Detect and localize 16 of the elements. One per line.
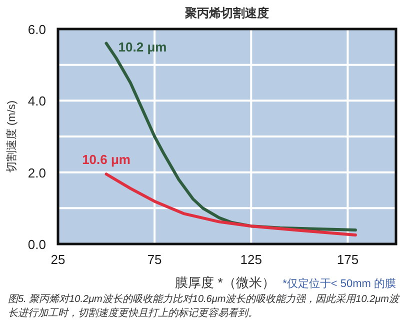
caption: 图5. 聚丙烯对10.2μm波长的吸收能力比对10.6μm波长的吸收能力强，因此采用10.2μm波长进行加工时，切割速度更快且打上的标记更容易看到。 — [8, 293, 401, 321]
x-tick-label: 25 — [50, 252, 66, 267]
y-tick-label: 6.0 — [28, 22, 46, 37]
x-tick-label: 175 — [336, 252, 359, 267]
chart-title: 聚丙烯切割速度 — [184, 6, 269, 20]
y-axis-title: 切割速度 (m/s) — [5, 100, 18, 173]
x-tick-label: 125 — [240, 252, 262, 267]
series-label: 10.6 μm — [82, 152, 131, 168]
text: *仅定位于< 50mm 的膜 — [282, 277, 396, 290]
y-tick-label: 2.0 — [28, 165, 46, 180]
line-series — [104, 172, 357, 237]
x-axis-title: 膜厚度 *（微米） — [175, 275, 275, 290]
series-label: 10.2 μm — [118, 39, 167, 54]
x-tick-label: 75 — [147, 252, 162, 267]
y-tick-label: 0.0 — [28, 237, 46, 252]
y-tick-label: 4.0 — [28, 94, 46, 109]
